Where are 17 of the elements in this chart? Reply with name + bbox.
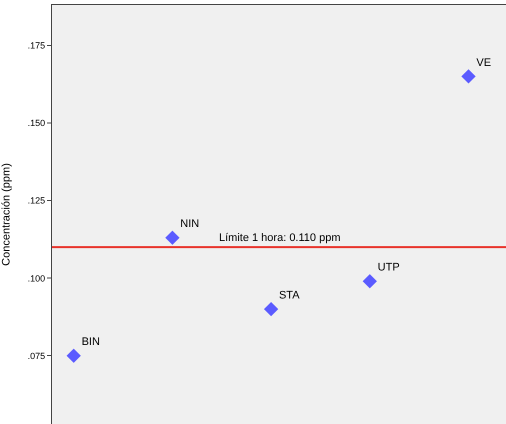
- point: [165, 230, 180, 245]
- y-tick-label: .150: [28, 118, 46, 128]
- y-tick-label: .075: [28, 350, 46, 361]
- y-tick-label: .100: [28, 273, 46, 284]
- point: [66, 348, 81, 363]
- point: [461, 69, 476, 84]
- data-label: NIN: [180, 218, 200, 230]
- data-label: UTP: [378, 262, 400, 274]
- y-tick-label: .175: [28, 40, 46, 50]
- data-label: STA: [278, 290, 300, 302]
- data-label: VE: [476, 56, 492, 69]
- ref-line-label: Límite 1 hora: 0.110 ppm: [219, 232, 340, 244]
- point: [264, 302, 278, 316]
- point: [362, 274, 377, 288]
- data-label: BIN: [82, 336, 100, 348]
- y-axis-title: Concentración (ppm): [0, 163, 12, 266]
- y-tick-label: .125: [28, 196, 46, 206]
